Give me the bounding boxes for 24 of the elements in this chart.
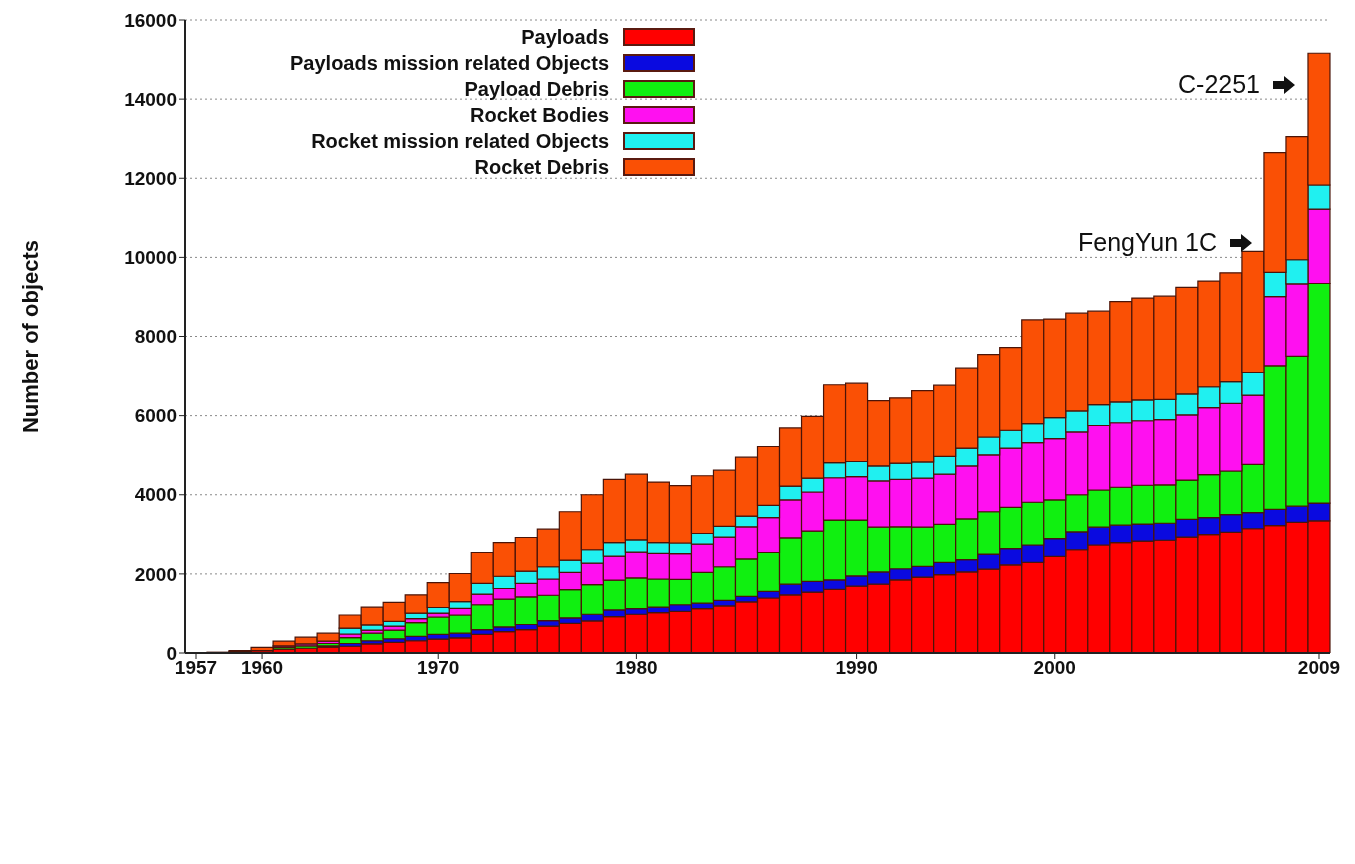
legend-label: Rocket Bodies xyxy=(470,103,610,127)
x-tick-label: 2009 xyxy=(1297,657,1341,679)
x-tick-label: 1970 xyxy=(417,657,460,679)
y-tick-label: 6000 xyxy=(134,405,177,427)
x-tick-label: 1980 xyxy=(615,657,658,679)
y-tick-label: 0 xyxy=(166,642,177,664)
annotation: C-2251 xyxy=(1178,70,1260,99)
legend-label: Payloads xyxy=(521,25,610,49)
y-axis-title: Number of objects xyxy=(17,239,43,434)
legend-label: Rocket Debris xyxy=(474,155,610,179)
x-tick-label: 2000 xyxy=(1033,657,1076,679)
y-tick-label: 14000 xyxy=(124,88,177,110)
annotation: FengYun 1C xyxy=(1078,228,1217,257)
x-tick-label: 1990 xyxy=(835,657,878,679)
legend-label: Payloads mission related Objects xyxy=(290,51,610,75)
y-tick-label: 8000 xyxy=(134,326,177,348)
legend-label: Payload Debris xyxy=(464,77,610,101)
y-tick-label: 16000 xyxy=(124,9,177,31)
y-tick-label: 10000 xyxy=(124,247,177,269)
y-tick-label: 12000 xyxy=(124,167,177,189)
legend-label: Rocket mission related Objects xyxy=(311,129,610,153)
x-tick-label: 1960 xyxy=(240,657,284,679)
y-tick-label: 2000 xyxy=(134,563,177,585)
y-tick-label: 4000 xyxy=(134,484,177,506)
